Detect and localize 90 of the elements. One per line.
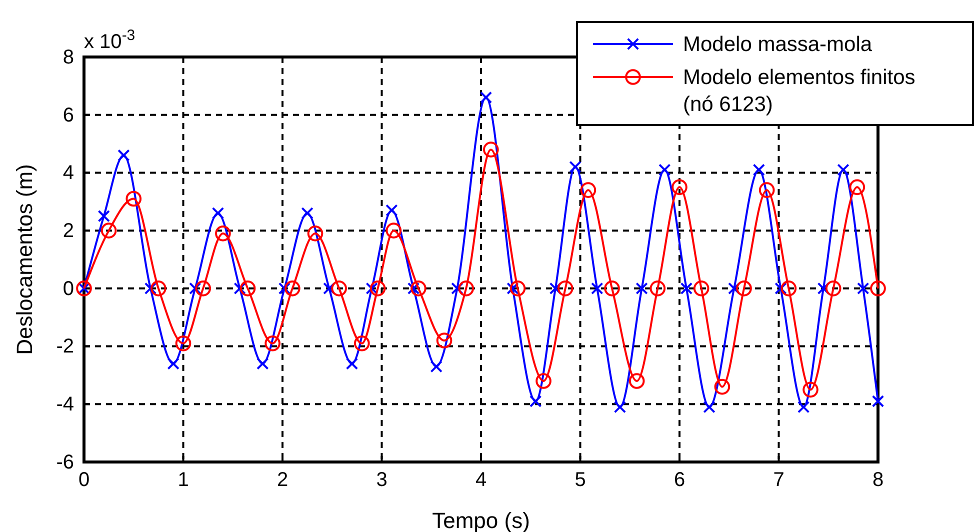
point xyxy=(758,182,775,198)
point xyxy=(323,282,336,295)
point xyxy=(510,280,526,296)
point xyxy=(167,358,180,370)
point xyxy=(189,282,202,295)
point xyxy=(817,282,830,295)
point xyxy=(802,382,818,398)
point xyxy=(752,164,766,176)
point xyxy=(215,226,231,242)
point xyxy=(703,400,716,414)
point xyxy=(150,280,166,296)
x-tick-label: 5 xyxy=(574,469,586,492)
point xyxy=(614,400,626,414)
point xyxy=(483,142,499,158)
point xyxy=(195,280,212,296)
legend-label: Modelo massa-mola xyxy=(683,33,872,56)
point xyxy=(370,280,386,296)
point xyxy=(256,358,269,370)
point xyxy=(354,335,370,352)
point xyxy=(410,280,426,296)
point xyxy=(870,280,886,296)
x-tick-label: 7 xyxy=(773,469,784,492)
point xyxy=(728,282,740,295)
point xyxy=(693,280,710,296)
point xyxy=(872,395,884,408)
point xyxy=(100,222,117,238)
point xyxy=(386,222,402,238)
point xyxy=(797,400,810,414)
point xyxy=(774,282,787,295)
point xyxy=(650,280,666,296)
point xyxy=(569,160,582,174)
point xyxy=(536,373,552,389)
point xyxy=(98,210,110,222)
point xyxy=(591,282,604,295)
point xyxy=(825,280,842,296)
point xyxy=(480,91,492,104)
point xyxy=(604,280,620,296)
point xyxy=(175,335,192,352)
point xyxy=(658,164,671,176)
point xyxy=(672,179,688,196)
x-tick-label: 2 xyxy=(276,469,288,492)
point xyxy=(580,182,596,198)
point xyxy=(284,280,300,296)
point xyxy=(430,360,442,373)
x-tick-label: 8 xyxy=(872,469,884,492)
y-tick-label: -2 xyxy=(56,336,74,358)
x-tick-label: 6 xyxy=(674,469,686,492)
point xyxy=(144,282,157,295)
legend-label: Modelo elementos finitos (nó 6123) xyxy=(683,66,916,116)
point xyxy=(451,282,464,295)
point xyxy=(780,280,797,296)
x-tick-label: 1 xyxy=(178,469,189,492)
point xyxy=(126,190,142,207)
x-tick-label: 4 xyxy=(475,469,487,492)
point xyxy=(849,179,866,196)
point xyxy=(240,280,256,296)
point xyxy=(636,282,648,295)
point xyxy=(264,335,280,352)
y-tick-label: 8 xyxy=(62,46,74,68)
y-tick-label: 0 xyxy=(62,278,74,300)
x-tick-label: 3 xyxy=(376,469,388,492)
point xyxy=(278,282,291,295)
point xyxy=(714,378,730,395)
point xyxy=(628,373,645,389)
y-tick-label: -6 xyxy=(56,451,74,474)
y-tick-label: -4 xyxy=(56,394,74,416)
point xyxy=(331,280,347,296)
point xyxy=(557,280,574,296)
point xyxy=(118,149,130,162)
point xyxy=(736,280,752,296)
y-tick-label: 6 xyxy=(62,104,74,126)
y-axis-title: Deslocamentos (m) xyxy=(12,164,37,355)
point xyxy=(234,282,246,295)
point xyxy=(407,282,420,295)
point xyxy=(458,280,474,296)
text: x 10$^{-3}$ xyxy=(84,26,136,53)
point xyxy=(301,207,314,220)
point xyxy=(212,207,224,220)
point xyxy=(680,282,693,295)
point xyxy=(436,332,452,348)
point xyxy=(856,282,870,295)
point xyxy=(307,226,324,242)
point xyxy=(549,282,562,295)
point xyxy=(346,358,358,370)
y-tick-label: 2 xyxy=(62,220,74,242)
point xyxy=(386,204,398,216)
point xyxy=(837,164,850,176)
point xyxy=(529,395,542,408)
x-tick-label: 0 xyxy=(78,469,90,492)
y-tick-label: 4 xyxy=(62,162,74,184)
